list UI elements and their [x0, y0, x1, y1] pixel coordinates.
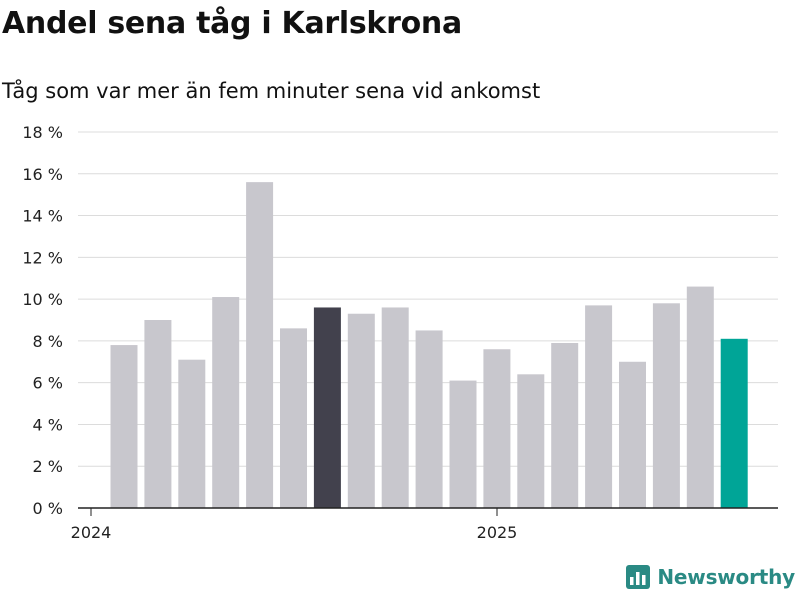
bar	[551, 342, 579, 508]
bar	[178, 359, 206, 508]
bar	[720, 338, 748, 508]
y-tick-label: 14 %	[22, 207, 63, 226]
y-tick-label: 16 %	[22, 165, 63, 184]
y-tick-label: 6 %	[33, 374, 63, 393]
bar	[313, 307, 341, 508]
bar	[212, 297, 240, 508]
bar	[347, 313, 375, 508]
bar	[483, 349, 511, 508]
brand-name: Newsworthy	[657, 565, 795, 589]
brand: Newsworthy	[625, 564, 795, 590]
bar	[415, 330, 443, 508]
bar	[517, 374, 545, 508]
y-tick-label: 18 %	[22, 123, 63, 142]
x-tick-label: 2025	[477, 523, 518, 542]
chart-title: Andel sena tåg i Karlskrona	[2, 6, 462, 41]
chart-subtitle: Tåg som var mer än fem minuter sena vid …	[2, 79, 541, 103]
y-tick-label: 2 %	[33, 457, 63, 476]
bar-chart: 0 % 2 % 4 % 6 % 8 % 10 % 12 % 14 % 16 % 18 % 2024 2…	[22, 123, 778, 542]
bar	[246, 182, 274, 508]
bar	[449, 380, 477, 508]
x-tick-label: 2024	[71, 523, 112, 542]
y-tick-label: 4 %	[33, 415, 63, 434]
bar	[686, 286, 714, 508]
y-tick-label: 12 %	[22, 248, 63, 267]
bar	[144, 320, 172, 508]
y-tick-label: 10 %	[22, 290, 63, 309]
bar	[619, 361, 646, 508]
bar	[585, 305, 613, 508]
y-tick-label: 0 %	[33, 499, 63, 518]
y-tick-label: 8 %	[33, 332, 63, 351]
bar	[110, 345, 138, 508]
bar	[652, 303, 680, 508]
bar	[280, 328, 307, 508]
bar	[381, 307, 409, 508]
newsworthy-chart-icon	[626, 565, 651, 589]
